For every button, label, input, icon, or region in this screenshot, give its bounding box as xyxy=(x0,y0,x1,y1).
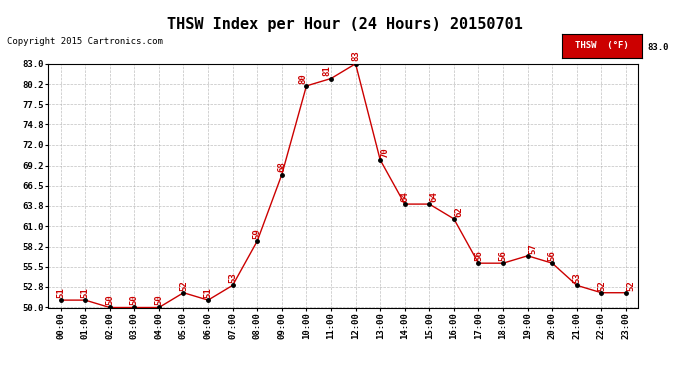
Text: 53: 53 xyxy=(572,272,581,283)
Text: 56: 56 xyxy=(548,250,557,261)
Text: 50: 50 xyxy=(130,294,139,305)
Text: 62: 62 xyxy=(454,206,463,217)
Text: 56: 56 xyxy=(499,250,508,261)
Text: THSW Index per Hour (24 Hours) 20150701: THSW Index per Hour (24 Hours) 20150701 xyxy=(167,17,523,32)
Text: 83.0: 83.0 xyxy=(647,44,669,52)
Text: THSW  (°F): THSW (°F) xyxy=(575,42,629,51)
Text: 52: 52 xyxy=(597,280,606,291)
Text: 70: 70 xyxy=(381,147,390,158)
Text: 80: 80 xyxy=(298,73,307,84)
Text: 59: 59 xyxy=(253,228,262,239)
Text: 57: 57 xyxy=(528,243,537,254)
Text: 50: 50 xyxy=(155,294,164,305)
Text: 56: 56 xyxy=(474,250,483,261)
Text: 52: 52 xyxy=(179,280,188,291)
Text: 52: 52 xyxy=(627,280,635,291)
Text: 81: 81 xyxy=(323,66,332,76)
Text: 51: 51 xyxy=(56,287,65,298)
Text: 64: 64 xyxy=(430,191,439,202)
Text: 64: 64 xyxy=(400,191,409,202)
Text: 50: 50 xyxy=(106,294,115,305)
Text: 51: 51 xyxy=(81,287,90,298)
Text: Copyright 2015 Cartronics.com: Copyright 2015 Cartronics.com xyxy=(7,38,163,46)
Text: 83: 83 xyxy=(351,50,360,61)
Text: 68: 68 xyxy=(277,162,286,172)
Text: 53: 53 xyxy=(228,272,237,283)
Text: 51: 51 xyxy=(204,287,213,298)
